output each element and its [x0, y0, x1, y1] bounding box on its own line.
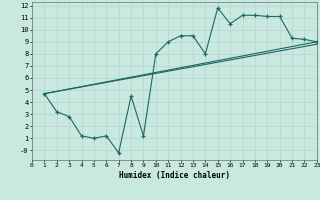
- X-axis label: Humidex (Indice chaleur): Humidex (Indice chaleur): [119, 171, 230, 180]
